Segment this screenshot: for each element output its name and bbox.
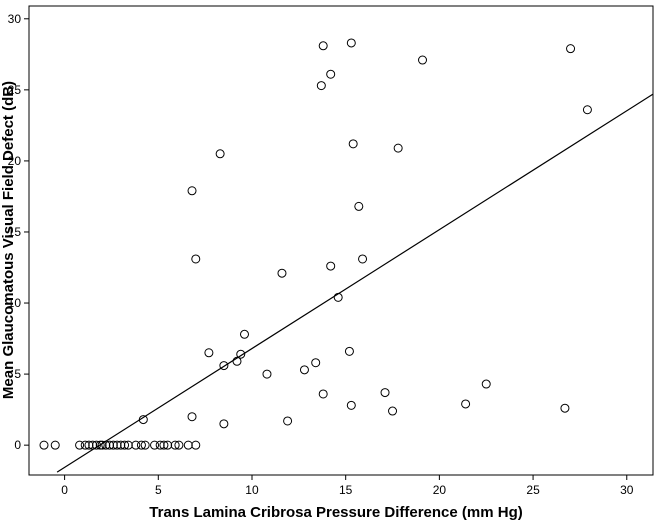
data-point [80,440,90,450]
data-point [138,415,148,425]
data-point [170,440,180,450]
y-tick-label: 20 [8,154,22,168]
x-tick-label: 25 [526,483,540,497]
data-points [39,38,592,450]
data-point [108,440,118,450]
x-tick-label: 30 [620,483,634,497]
data-point [136,440,146,450]
data-point [299,365,309,375]
data-point [219,419,229,429]
y-tick-label: 10 [8,296,22,310]
data-point [311,358,321,368]
data-point [318,389,328,399]
data-point [560,403,570,413]
y-tick-label: 5 [14,367,21,381]
data-point [239,329,249,339]
y-tick-label: 30 [8,12,22,26]
data-point [187,186,197,196]
data-point [204,348,214,358]
data-point [174,440,184,450]
data-point [91,440,101,450]
data-point [105,440,115,450]
data-point [187,412,197,422]
x-tick-label: 0 [61,483,68,497]
data-point [333,292,343,302]
y-tick-label: 15 [8,225,22,239]
data-point [481,379,491,389]
data-point [155,440,165,450]
data-point [120,440,130,450]
data-point [219,361,229,371]
data-point [123,440,133,450]
data-point [50,440,60,450]
data-point [318,41,328,51]
data-point [582,105,592,115]
data-point [418,55,428,65]
data-point [159,440,169,450]
data-point [277,268,287,278]
x-tick-label: 10 [245,483,259,497]
data-point [316,81,326,91]
data-point [215,149,225,159]
data-point [344,346,354,356]
x-axis: 0 5 10 15 20 25 30 [61,475,634,497]
data-point [191,254,201,264]
data-point [101,440,111,450]
y-axis: 0 5 10 15 20 25 30 [8,12,29,452]
data-point [88,440,98,450]
data-point [380,388,390,398]
x-tick-label: 5 [155,483,162,497]
x-axis-title: Trans Lamina Cribrosa Pressure Differenc… [149,504,522,521]
data-point [348,139,358,149]
data-point [75,440,85,450]
data-point [393,143,403,153]
data-point [346,400,356,410]
data-point [232,356,242,366]
x-tick-label: 20 [433,483,447,497]
data-point [191,440,201,450]
data-point [358,254,368,264]
data-point [163,440,173,450]
regression-line [56,93,654,473]
data-point [461,399,471,409]
data-point [262,369,272,379]
data-point [326,261,336,271]
data-point [112,440,122,450]
x-tick-label: 15 [339,483,353,497]
data-point [140,440,150,450]
data-point [236,349,246,359]
plot-frame [28,5,654,476]
data-point [183,440,193,450]
data-point [346,38,356,48]
data-point [388,406,398,416]
data-point [354,201,364,211]
data-point [150,440,160,450]
data-point [131,440,141,450]
data-point [283,416,293,426]
data-point [39,440,49,450]
y-axis-title: Mean Glaucomatous Visual Field Defect (d… [0,81,17,399]
y-tick-label: 25 [8,83,22,97]
data-point [97,440,107,450]
y-tick-label: 0 [14,438,21,452]
data-point [326,69,336,79]
data-point [566,44,576,54]
data-point [84,440,94,450]
data-point [116,440,126,450]
